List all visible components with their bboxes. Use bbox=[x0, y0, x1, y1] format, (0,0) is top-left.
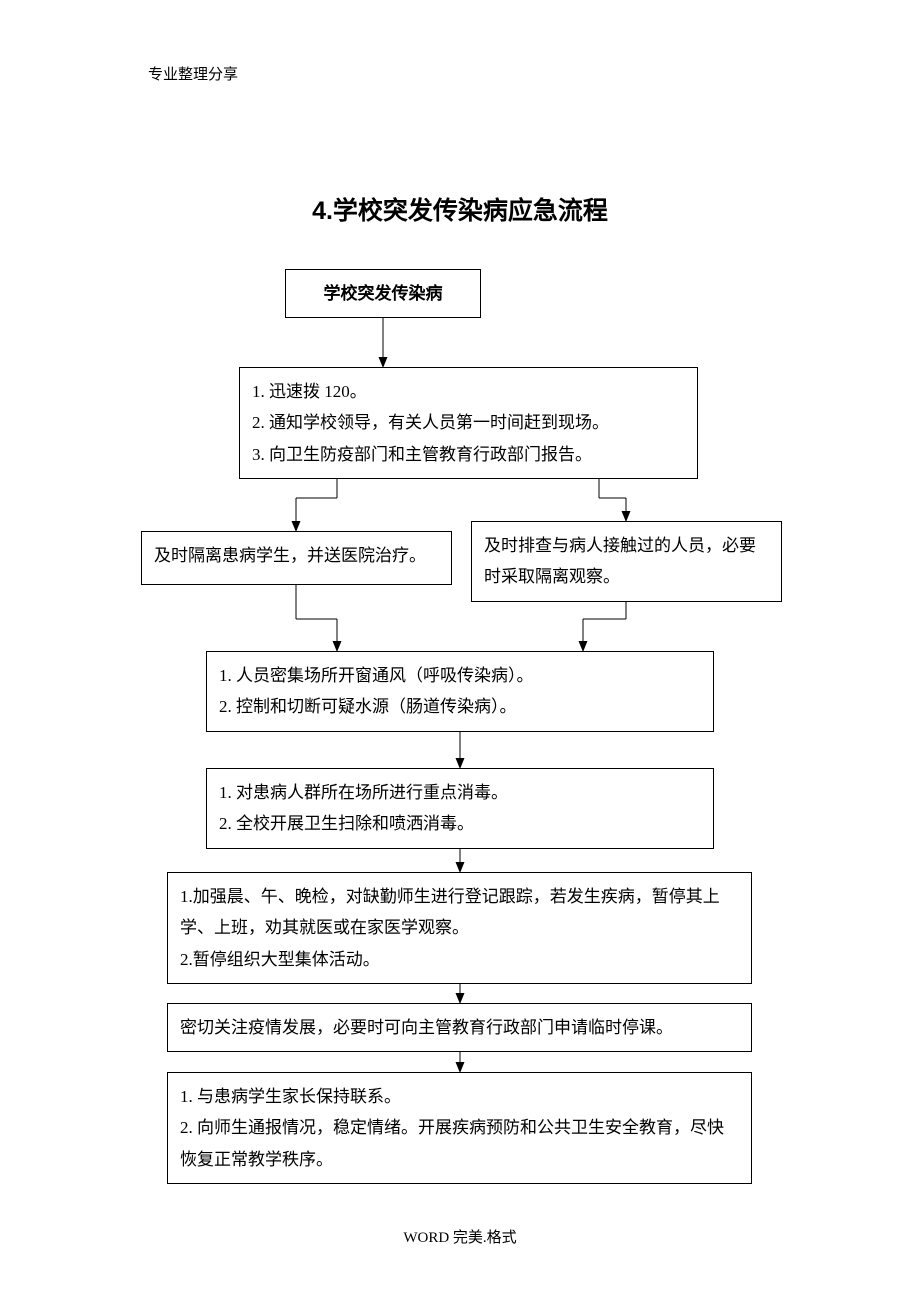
flowchart-node-n0: 学校突发传染病 bbox=[285, 269, 481, 318]
flowchart-node-n7: 1. 与患病学生家长保持联系。2. 向师生通报情况，稳定情绪。开展疾病预防和公共… bbox=[167, 1072, 752, 1184]
node-text-line: 2.暂停组织大型集体活动。 bbox=[180, 944, 739, 975]
node-text-line: 1. 对患病人群所在场所进行重点消毒。 bbox=[219, 777, 701, 808]
node-text-line: 1. 人员密集场所开窗通风（呼吸传染病）。 bbox=[219, 660, 701, 691]
flowchart-node-n6: 密切关注疫情发展，必要时可向主管教育行政部门申请临时停课。 bbox=[167, 1003, 752, 1052]
node-text-line: 3. 向卫生防疫部门和主管教育行政部门报告。 bbox=[252, 439, 685, 470]
node-text-line: 2. 全校开展卫生扫除和喷洒消毒。 bbox=[219, 808, 701, 839]
flowchart-node-n5: 1.加强晨、午、晚检，对缺勤师生进行登记跟踪，若发生疾病，暂停其上学、上班，劝其… bbox=[167, 872, 752, 984]
flowchart-node-n2a: 及时隔离患病学生，并送医院治疗。 bbox=[141, 531, 452, 585]
node-text-line: 2. 通知学校领导，有关人员第一时间赶到现场。 bbox=[252, 407, 685, 438]
node-text-line: 1. 与患病学生家长保持联系。 bbox=[180, 1081, 739, 1112]
node-text-line: 1.加强晨、午、晚检，对缺勤师生进行登记跟踪，若发生疾病，暂停其上学、上班，劝其… bbox=[180, 881, 739, 944]
page-header: 专业整理分享 bbox=[148, 63, 238, 84]
node-text-line: 学校突发传染病 bbox=[298, 278, 468, 309]
node-text-line: 2. 向师生通报情况，稳定情绪。开展疾病预防和公共卫生安全教育，尽快恢复正常教学… bbox=[180, 1112, 739, 1175]
node-text-line: 密切关注疫情发展，必要时可向主管教育行政部门申请临时停课。 bbox=[180, 1012, 739, 1043]
flowchart-node-n4: 1. 对患病人群所在场所进行重点消毒。2. 全校开展卫生扫除和喷洒消毒。 bbox=[206, 768, 714, 849]
node-text-line: 及时隔离患病学生，并送医院治疗。 bbox=[154, 540, 439, 571]
document-page: 专业整理分享 4.学校突发传染病应急流程 学校突发传染病1. 迅速拨 120。2… bbox=[0, 0, 920, 1302]
node-text-line: 2. 控制和切断可疑水源（肠道传染病）。 bbox=[219, 691, 701, 722]
flowchart-node-n3: 1. 人员密集场所开窗通风（呼吸传染病）。2. 控制和切断可疑水源（肠道传染病）… bbox=[206, 651, 714, 732]
page-title: 4.学校突发传染病应急流程 bbox=[0, 191, 920, 227]
flowchart-node-n2b: 及时排查与病人接触过的人员，必要时采取隔离观察。 bbox=[471, 521, 782, 602]
node-text-line: 及时排查与病人接触过的人员，必要时采取隔离观察。 bbox=[484, 530, 769, 593]
node-text-line: 1. 迅速拨 120。 bbox=[252, 376, 685, 407]
page-footer: WORD 完美.格式 bbox=[0, 1226, 920, 1247]
flowchart-node-n1: 1. 迅速拨 120。2. 通知学校领导，有关人员第一时间赶到现场。3. 向卫生… bbox=[239, 367, 698, 479]
